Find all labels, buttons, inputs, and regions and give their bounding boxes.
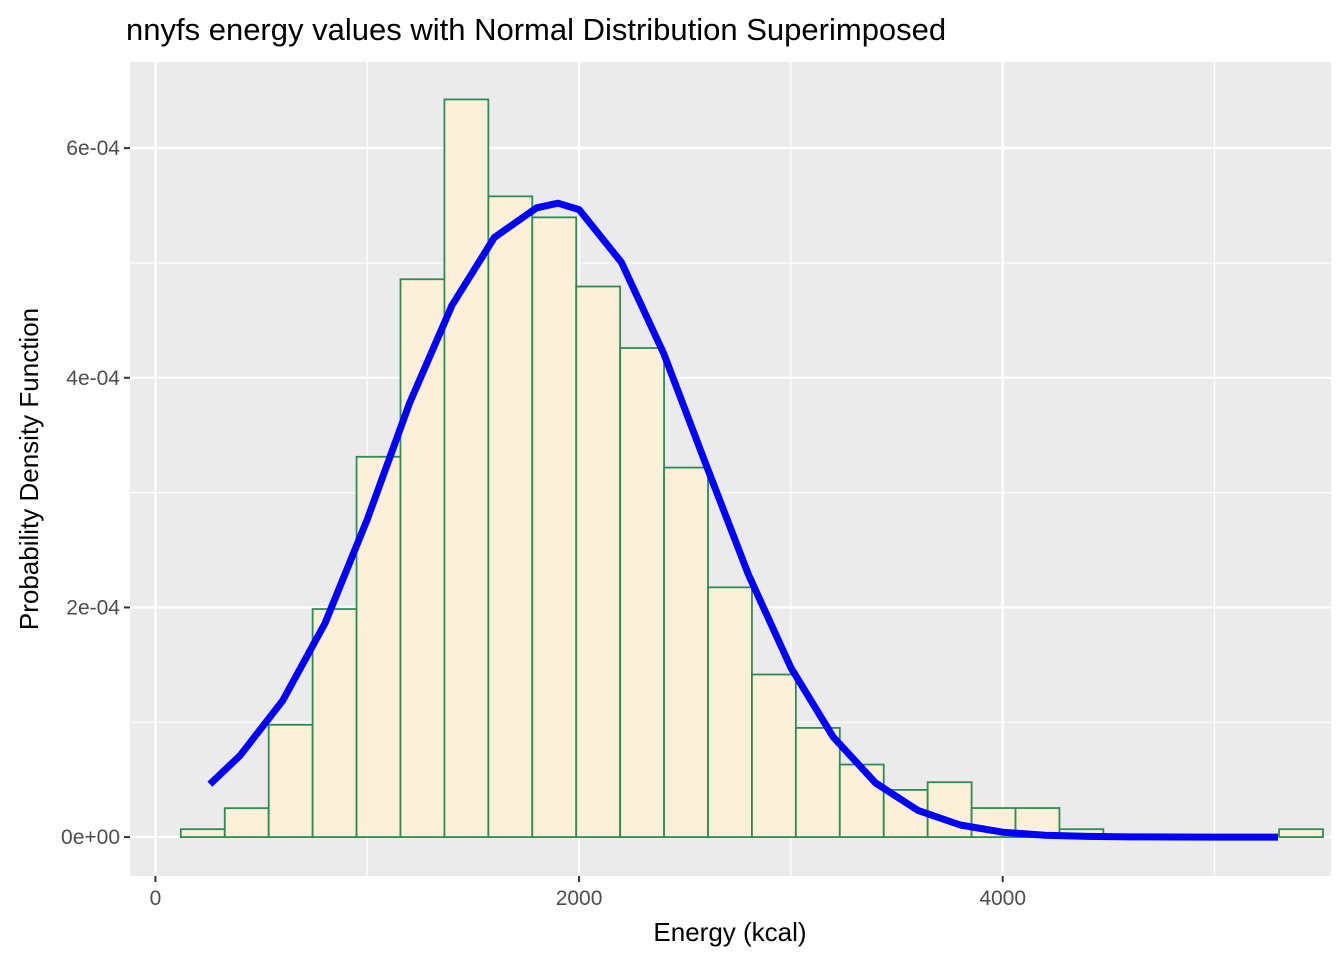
x-axis: 0 2000 4000 [150,876,1026,910]
histogram-bar [487,195,534,839]
normal-curve [207,199,1278,841]
histogram-bar [223,807,270,839]
histogram-bar [355,455,402,839]
histogram-bar [531,216,578,839]
y-tick-label: 2e-04 [66,596,120,619]
x-tick-label: 4000 [979,887,1026,910]
histogram-bars [179,98,1324,839]
y-tick-label: 4e-04 [66,367,120,390]
x-tick-label: 2000 [556,887,603,910]
y-axis-title: Probability Density Function [14,308,44,630]
x-tick-label: 0 [150,887,162,910]
histogram-bar [707,586,753,839]
histogram-bar [267,723,314,839]
histogram-bar [838,763,885,839]
y-axis: 0e+00 2e-04 4e-04 6e-04 [61,137,130,849]
histogram-bar [575,285,622,839]
histogram-bar [663,466,709,839]
chart-title: nnyfs energy values with Normal Distribu… [126,12,946,47]
x-axis-title: Energy (kcal) [653,917,806,947]
histogram-bar [311,608,358,839]
histogram-bar [443,98,490,839]
histogram-bar [399,278,446,839]
y-tick-label: 0e+00 [61,826,120,849]
histogram-bar [1278,828,1324,839]
histogram-bar [619,347,665,839]
y-tick-label: 6e-04 [66,137,120,160]
histogram-bar [179,828,226,839]
normal-curve-line [207,199,1278,841]
histogram-bar [794,727,841,839]
histogram-bar [751,673,797,839]
